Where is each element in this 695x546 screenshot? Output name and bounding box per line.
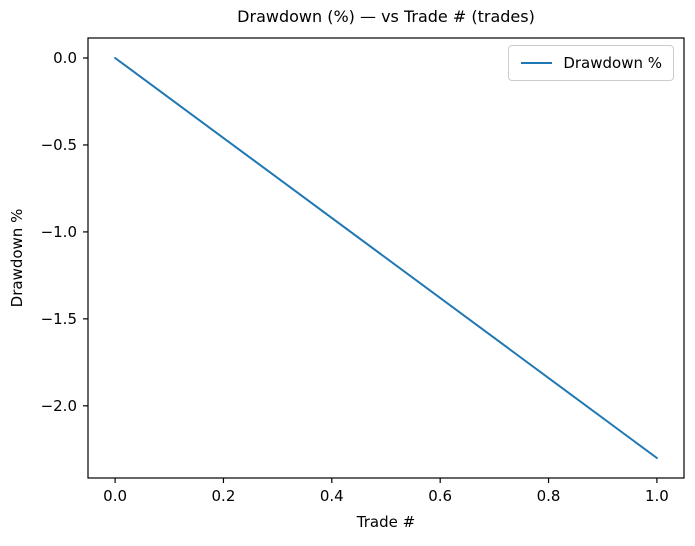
- legend-line-swatch: [521, 62, 553, 64]
- y-tick-label: 0.0: [53, 49, 77, 67]
- legend: Drawdown %: [508, 45, 674, 81]
- x-tick-label: 0.2: [212, 487, 236, 505]
- chart-title: Drawdown (%) — vs Trade # (trades): [237, 7, 535, 26]
- series-line: [114, 57, 658, 459]
- x-tick-label: 0.0: [103, 487, 127, 505]
- y-axis-label: Drawdown %: [8, 208, 26, 308]
- x-tick-label: 0.4: [320, 487, 344, 505]
- axes-frame: [87, 37, 685, 479]
- y-tick-label: −1.0: [41, 223, 77, 241]
- x-axis-label: Trade #: [356, 513, 416, 531]
- y-tick-label: −0.5: [41, 136, 77, 154]
- x-tick-label: 0.6: [428, 487, 452, 505]
- x-tick-label: 1.0: [645, 487, 669, 505]
- legend-label: Drawdown %: [563, 54, 662, 72]
- y-tick-label: −1.5: [41, 310, 77, 328]
- y-tick-label: −2.0: [41, 397, 77, 415]
- x-tick-label: 0.8: [537, 487, 561, 505]
